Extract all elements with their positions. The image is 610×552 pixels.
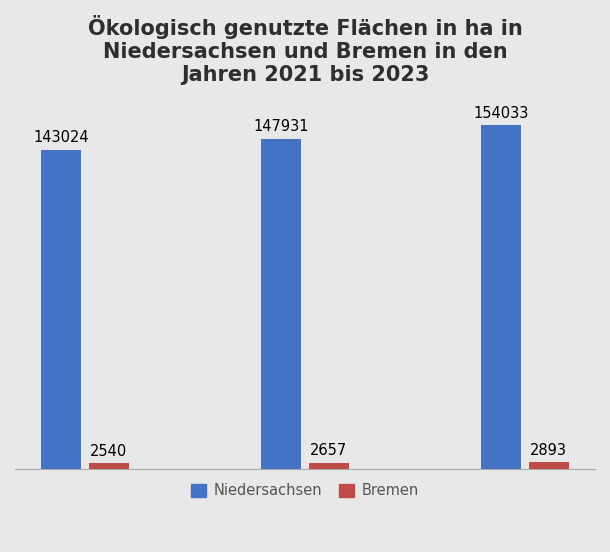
Text: 2657: 2657 xyxy=(310,443,347,458)
Text: 2893: 2893 xyxy=(530,443,567,458)
Bar xyxy=(481,125,521,469)
Legend: Niedersachsen, Bremen: Niedersachsen, Bremen xyxy=(192,483,418,498)
Text: 143024: 143024 xyxy=(34,130,89,145)
Text: 154033: 154033 xyxy=(473,106,529,121)
Bar xyxy=(309,463,348,469)
Title: Ökologisch genutzte Flächen in ha in
Niedersachsen und Bremen in den
Jahren 2021: Ökologisch genutzte Flächen in ha in Nie… xyxy=(88,15,522,86)
Bar xyxy=(529,462,569,469)
Text: 2540: 2540 xyxy=(90,444,127,459)
Bar xyxy=(89,463,129,469)
Bar xyxy=(41,150,81,469)
Bar xyxy=(262,139,301,469)
Text: 147931: 147931 xyxy=(254,119,309,135)
